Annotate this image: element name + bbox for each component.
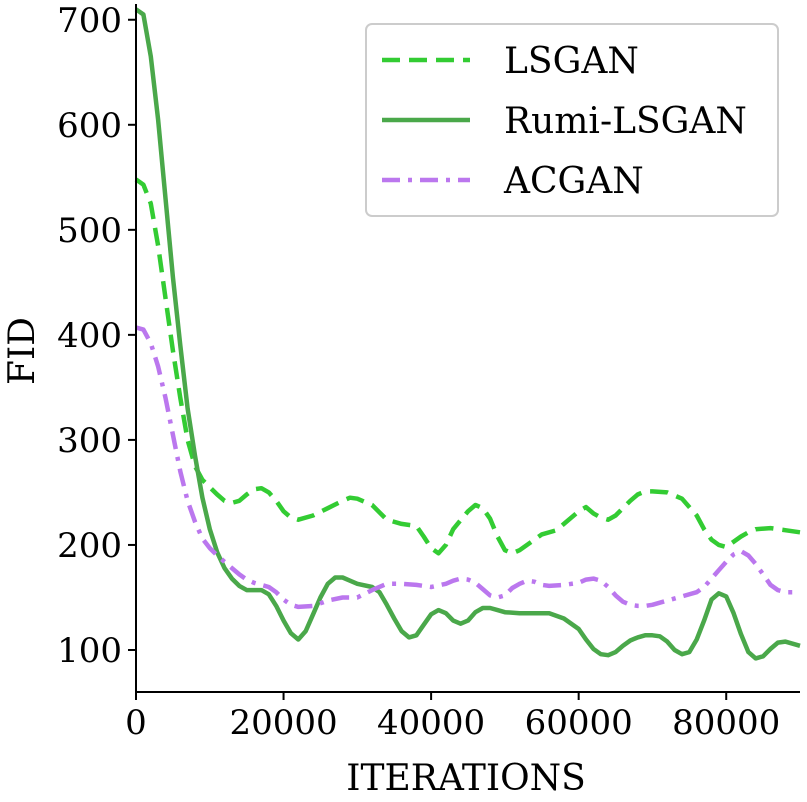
x-tick-label: 20000 — [229, 703, 337, 743]
y-tick-label: 700 — [57, 1, 122, 41]
y-tick-label: 100 — [57, 631, 122, 671]
x-tick-label: 80000 — [672, 703, 780, 743]
axes — [128, 4, 800, 700]
series-layer — [134, 7, 801, 661]
series-line-lsgan — [134, 177, 801, 556]
legend-label-lsgan: LSGAN — [504, 41, 639, 82]
y-tick-label: 300 — [57, 421, 122, 461]
series-line-rumi-lsgan — [134, 7, 801, 661]
x-tick-label: 60000 — [525, 703, 633, 743]
legend-label-acgan: ACGAN — [503, 161, 644, 202]
tick-labels: 0 20000 40000 60000 80000 100 200 300 400 500 600 7… — [57, 1, 780, 743]
y-tick-label: 600 — [57, 106, 122, 146]
x-axis-title: ITERATIONS — [346, 758, 586, 799]
y-tick-label: 200 — [57, 526, 122, 566]
legend: LSGAN Rumi-LSGAN ACGAN — [365, 23, 779, 217]
legend-box — [365, 23, 779, 217]
y-tick-label: 400 — [57, 316, 122, 356]
x-tick-label: 40000 — [377, 703, 485, 743]
y-tick-label: 500 — [57, 211, 122, 251]
series-line-acgan — [135, 325, 800, 610]
y-axis-title: FID — [2, 317, 43, 385]
x-tick-label: 0 — [125, 703, 147, 743]
legend-label-rumi-lsgan: Rumi-LSGAN — [504, 101, 747, 142]
